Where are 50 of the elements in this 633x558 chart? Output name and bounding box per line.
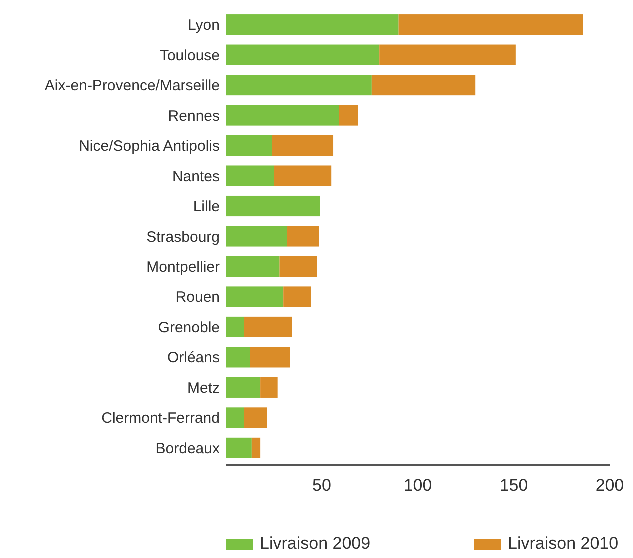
bar <box>226 226 288 247</box>
bar <box>226 135 272 156</box>
bar <box>226 256 280 278</box>
y-tick-label: Rennes <box>168 108 220 125</box>
bar <box>226 44 380 66</box>
legend-label: Livraison 2010 <box>508 534 619 553</box>
y-tick-label: Grenoble <box>158 319 220 336</box>
x-tick-label: 100 <box>404 476 432 495</box>
y-tick-label: Lyon <box>188 17 220 34</box>
bar <box>260 377 278 398</box>
y-tick-label: Metz <box>187 380 220 397</box>
y-tick-label: Clermont-Ferrand <box>102 410 220 428</box>
bar <box>280 256 318 278</box>
legend-label: Livraison 2009 <box>260 534 371 553</box>
y-tick-label: Aix-en-Provence/Marseille <box>44 78 220 95</box>
x-tick-label: 50 <box>312 476 332 495</box>
bar <box>226 196 320 217</box>
x-tick-label: 200 <box>596 476 624 495</box>
bar <box>272 135 334 156</box>
y-tick-label: Strasbourg <box>146 228 220 246</box>
bar <box>226 347 250 368</box>
bar <box>372 75 476 96</box>
y-tick-label: Orléans <box>167 350 220 367</box>
bar <box>244 316 292 338</box>
bar <box>226 75 372 96</box>
bar <box>226 438 252 458</box>
bar <box>380 44 516 66</box>
bar <box>252 438 261 458</box>
bar <box>226 14 399 36</box>
bar <box>226 286 284 308</box>
bar <box>226 316 244 338</box>
y-tick-label: Nice/Sophia Antipolis <box>79 138 220 156</box>
bar <box>284 286 312 308</box>
y-tick-label: Bordeaux <box>156 440 220 458</box>
y-tick-label: Nantes <box>172 168 220 186</box>
bar <box>398 14 584 36</box>
y-tick-label: Toulouse <box>160 47 220 64</box>
bar <box>226 377 261 398</box>
bar <box>226 166 274 186</box>
bar <box>226 105 340 126</box>
bar <box>226 408 244 428</box>
x-tick-label: 150 <box>500 476 528 495</box>
y-tick-label: Montpellier <box>146 258 220 276</box>
bar <box>250 347 290 368</box>
bar <box>339 105 358 126</box>
y-tick-label: Lille <box>193 198 220 216</box>
bar <box>274 166 332 186</box>
bar <box>244 408 268 428</box>
bar <box>287 226 320 247</box>
y-tick-label: Rouen <box>176 289 220 306</box>
